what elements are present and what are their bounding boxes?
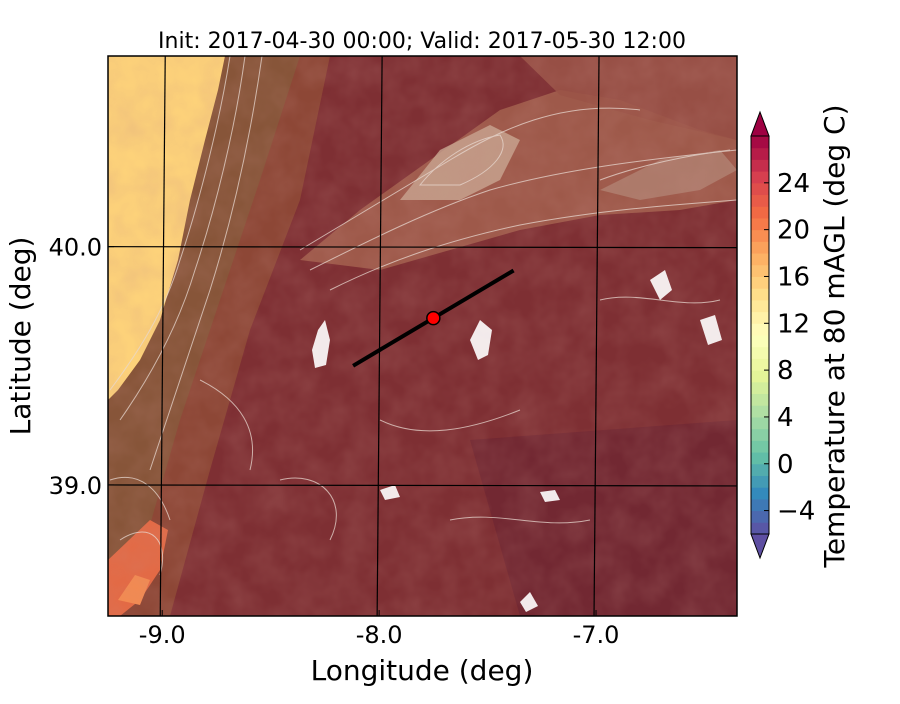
colorbar-segment xyxy=(751,522,769,535)
colorbar-segment xyxy=(751,405,769,418)
colorbar xyxy=(750,110,770,560)
temperature-field xyxy=(108,56,737,616)
colorbar-segment xyxy=(751,299,769,313)
x-axis-ticks: -9.0 -8.0 -7.0 xyxy=(139,610,620,649)
colorbar-tick-label: 24 xyxy=(777,169,810,199)
colorbar-segment xyxy=(751,393,769,406)
colorbar-frame xyxy=(750,135,770,535)
x-gridline xyxy=(376,56,383,616)
colorbar-segment xyxy=(751,510,769,523)
y-axis-label: Latitude (deg) xyxy=(4,237,37,436)
y-axis-ticks: 39.0 40.0 xyxy=(49,234,114,500)
colorbar-segment xyxy=(751,171,769,184)
colorbar-extend-max xyxy=(750,110,770,137)
colorbar-tick-label: 20 xyxy=(777,216,810,246)
colorbar-segment xyxy=(751,370,769,383)
colorbar-segment xyxy=(751,159,769,172)
colorbar-segment xyxy=(751,440,769,453)
chart-title: Init: 2017-04-30 00:00; Valid: 2017-05-3… xyxy=(158,29,686,54)
x-gridline xyxy=(159,56,166,616)
colorbar-segment xyxy=(751,182,769,196)
location-marker xyxy=(426,310,441,326)
colorbar-segment xyxy=(751,475,769,488)
colorbar-segment xyxy=(751,136,769,149)
colorbar-tick-label: 12 xyxy=(777,309,810,339)
x-axis-label: Longitude (deg) xyxy=(311,654,534,687)
colorbar-segment xyxy=(751,452,769,465)
x-tick-label: -7.0 xyxy=(573,621,620,649)
colorbar-segment xyxy=(751,487,769,500)
colorbar-segment xyxy=(751,194,769,207)
colorbar-tick-label: 16 xyxy=(777,262,810,292)
colorbar-segment xyxy=(751,323,769,336)
colorbar-segment xyxy=(751,217,769,231)
plot-frame xyxy=(107,55,738,617)
x-tick-label: -8.0 xyxy=(356,621,403,649)
colorbar-ticks: −4 0 4 8 12 16 20 24 xyxy=(764,169,815,527)
colorbar-segment xyxy=(751,346,769,359)
colorbar-segment xyxy=(751,241,769,254)
colorbar-tick-label: 4 xyxy=(777,403,794,433)
colorbar-segment xyxy=(751,428,769,441)
colorbar-segment xyxy=(751,288,769,301)
colorbar-segment xyxy=(751,147,769,160)
gridlines xyxy=(108,56,737,616)
x-tick-label: -9.0 xyxy=(139,621,186,649)
colorbar-extend-min xyxy=(750,533,770,560)
colorbar-segment xyxy=(751,463,769,476)
transect-overlay xyxy=(352,268,515,368)
colorbar-segment xyxy=(751,206,769,219)
colorbar-segment xyxy=(751,358,769,371)
colorbar-tick-label: −4 xyxy=(777,497,815,527)
colorbar-label: Temperature at 80 mAGL (deg C) xyxy=(818,104,851,568)
y-gridline xyxy=(108,246,737,249)
y-tick-label: 39.0 xyxy=(49,472,102,500)
colorbar-tick-label: 0 xyxy=(777,450,794,480)
x-gridline xyxy=(593,56,600,616)
colorbar-segment xyxy=(751,229,769,242)
colorbar-tick-label: 8 xyxy=(777,356,794,386)
colorbar-segment xyxy=(751,416,769,430)
colorbar-segment xyxy=(751,253,769,266)
colorbar-segment xyxy=(751,311,769,324)
y-gridline xyxy=(108,484,737,487)
colorbar-segment xyxy=(751,264,769,277)
colorbar-segment xyxy=(751,381,769,395)
colorbar-segment xyxy=(751,498,769,512)
colorbar-segment xyxy=(751,276,769,289)
colorbar-segment xyxy=(751,335,769,348)
y-tick-label: 40.0 xyxy=(49,234,102,262)
